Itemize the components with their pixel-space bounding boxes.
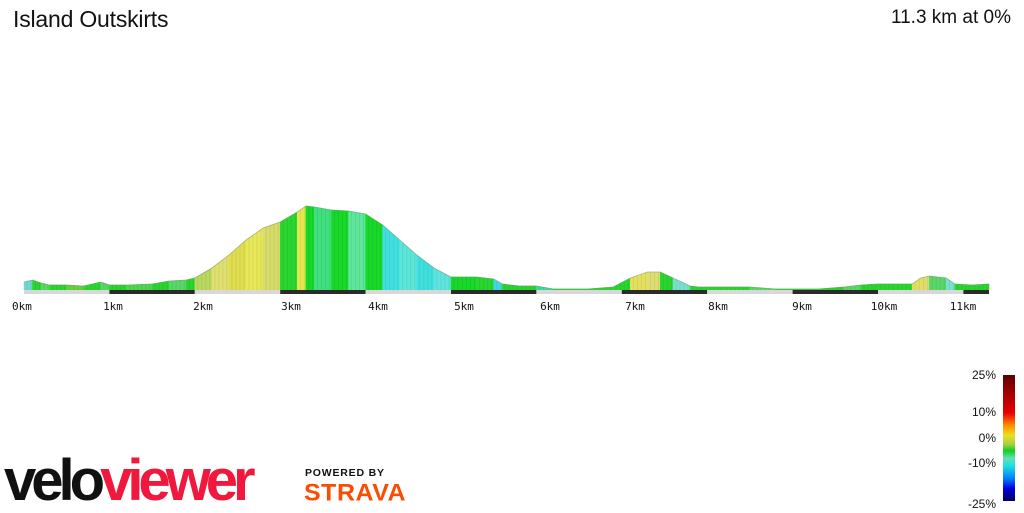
km-band <box>621 290 708 294</box>
km-band <box>24 290 110 294</box>
veloviewer-logo[interactable]: veloviewer <box>4 452 256 510</box>
logo-velo-text: velo <box>4 448 105 513</box>
km-tick-label: 6km <box>540 300 560 313</box>
legend-label-25: 25% <box>971 368 996 382</box>
km-tick-label: 4km <box>368 300 388 313</box>
km-tick-label: 0km <box>12 300 32 313</box>
logo-viewer-text: viewer <box>100 448 256 513</box>
km-tick-label: 9km <box>792 300 812 313</box>
km-band <box>194 290 281 294</box>
km-band <box>536 290 622 294</box>
elevation-segment <box>724 286 751 291</box>
km-tick-label: 2km <box>193 300 213 313</box>
powered-by-label: POWERED BY <box>305 467 385 479</box>
elevation-segment <box>698 286 725 291</box>
km-tick-label: 5km <box>454 300 474 313</box>
km-band <box>963 290 990 294</box>
km-tick-label: 8km <box>708 300 728 313</box>
km-band <box>878 290 964 294</box>
km-band <box>792 290 878 294</box>
legend-label-0: 0% <box>978 431 996 445</box>
km-tick-label: 10km <box>871 300 898 313</box>
km-tick-label: 1km <box>103 300 123 313</box>
km-band <box>451 290 537 294</box>
distance-axis-bands <box>24 290 990 294</box>
legend-label-minus-10: -10% <box>967 456 996 470</box>
strava-logo[interactable]: STRAVA <box>304 479 407 507</box>
legend-label-10: 10% <box>971 405 996 419</box>
km-tick-label: 11km <box>950 300 977 313</box>
km-band <box>707 290 793 294</box>
gradient-color-scale <box>1003 375 1015 501</box>
km-band <box>109 290 195 294</box>
km-tick-label: 7km <box>625 300 645 313</box>
elevation-outline <box>23 205 990 290</box>
km-band <box>280 290 366 294</box>
route-summary: 11.3 km at 0% <box>890 7 1011 28</box>
elevation-profile-chart: 0km 1km 2km 3km 4km 5km 6km 7km 8km 9km 10km 11km <box>12 205 990 313</box>
km-tick-label: 3km <box>281 300 301 313</box>
km-band <box>365 290 451 294</box>
legend-label-minus-25: -25% <box>967 497 996 511</box>
distance-axis-labels: 0km 1km 2km 3km 4km 5km 6km 7km 8km 9km 10km 11km <box>12 300 977 313</box>
elevation-segments <box>23 205 990 291</box>
page-title: Island Outskirts <box>13 6 169 32</box>
